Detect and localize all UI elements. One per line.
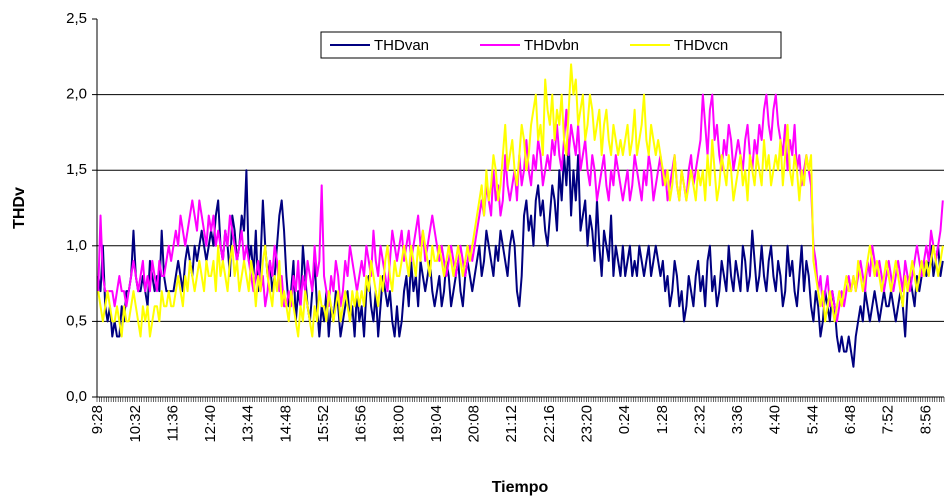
y-tick-label: 0,5 <box>66 312 87 329</box>
x-tick-label: 5:44 <box>804 405 821 434</box>
y-axis-title: THDv <box>11 187 28 229</box>
x-tick-label: 10:32 <box>127 405 144 443</box>
x-tick-label: 9:28 <box>89 405 106 434</box>
x-tick-label: 21:12 <box>503 405 520 443</box>
x-tick-label: 11:36 <box>164 405 181 441</box>
legend-label: THDvcn <box>674 37 728 54</box>
x-tick-label: 19:04 <box>428 405 445 443</box>
series-line <box>97 93 944 323</box>
x-tick-label: 22:16 <box>541 405 558 443</box>
x-tick-label: 15:52 <box>315 405 332 443</box>
legend: THDvan THDvbn THDvcn <box>320 31 782 59</box>
series-line <box>97 63 944 338</box>
x-tick-label: 23:20 <box>579 405 596 443</box>
y-tick-label: 2,5 <box>66 10 87 27</box>
x-tick-label: 7:52 <box>880 405 897 434</box>
x-tick-label: 12:40 <box>202 405 219 443</box>
x-tick-label: 20:08 <box>466 405 483 443</box>
y-tick-label: 0,0 <box>66 388 87 405</box>
legend-label: THDvan <box>374 37 429 54</box>
x-tick-label: 8:56 <box>917 405 934 434</box>
y-tick-label: 1,0 <box>66 237 87 254</box>
legend-label: THDvbn <box>524 37 579 54</box>
x-tick-label: 2:32 <box>691 405 708 434</box>
x-tick-label: 0:24 <box>616 405 633 434</box>
legend-box <box>320 31 782 59</box>
x-tick-label: 1:28 <box>654 405 671 434</box>
x-tick-label: 6:48 <box>842 405 859 434</box>
x-tick-label: 4:40 <box>767 405 784 434</box>
x-tick-label: 13:44 <box>240 405 257 443</box>
x-tick-label: 14:48 <box>277 405 294 443</box>
x-tick-label: 3:36 <box>729 405 746 434</box>
x-tick-label: 18:00 <box>390 405 407 443</box>
y-tick-label: 1,5 <box>66 161 87 178</box>
y-tick-label: 2,0 <box>66 86 87 103</box>
x-axis-title: Tiempo <box>492 479 549 496</box>
x-tick-label: 16:56 <box>353 405 370 443</box>
